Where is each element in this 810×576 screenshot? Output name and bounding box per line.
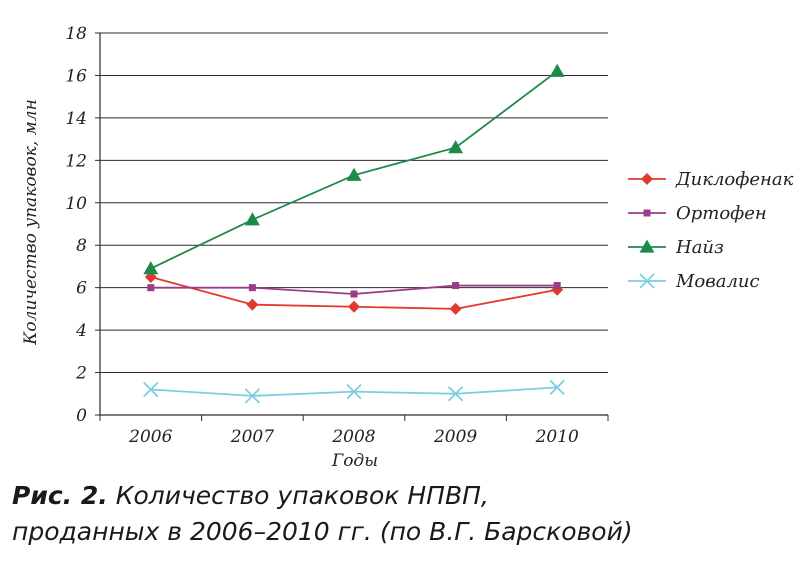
grid	[100, 32, 608, 374]
y-tick-label: 0	[76, 406, 87, 426]
legend-swatch-marker	[643, 209, 651, 217]
data-point	[449, 302, 462, 315]
data-point	[244, 212, 260, 226]
data-point	[549, 63, 565, 77]
caption-title-1: Количество упаковок НПВП,	[115, 481, 489, 510]
x-axis-title: Годы	[331, 451, 378, 471]
y-tick-label: 8	[76, 236, 87, 256]
data-point	[348, 300, 360, 313]
y-tick-label: 10	[65, 194, 87, 214]
legend-item: Мовалис	[628, 271, 760, 292]
legend-label: Мовалис	[675, 271, 760, 292]
data-point	[549, 379, 565, 396]
data-point	[143, 381, 159, 398]
series-4	[143, 379, 565, 404]
data-point	[244, 388, 261, 404]
y-tick-label: 16	[65, 66, 87, 86]
data-point	[553, 282, 561, 290]
line-chart: 0 2 4 6 8 10 12 14 16 18 2006 2007 2008 2009 2010 Дик…	[21, 24, 794, 471]
data-point	[248, 284, 256, 292]
data-point	[447, 386, 464, 402]
series-lines	[143, 63, 565, 404]
data-point	[346, 384, 362, 400]
y-axis-title: Количество упаковок, млн	[21, 99, 41, 346]
x-tick-label: 2009	[433, 427, 477, 447]
data-point	[452, 282, 460, 290]
caption-line-1: Рис. 2. Количество упаковок НПВП,	[12, 478, 792, 514]
legend-label: Найз	[675, 237, 724, 258]
y-tick-label: 14	[65, 109, 87, 129]
legend-swatch-marker	[639, 239, 655, 253]
legend-label: Диклофенак	[675, 169, 794, 190]
legend: Диклофенак Ортофен Найз Мовалис	[628, 169, 794, 292]
y-tick-labels: 0 2 4 6 8 10 12 14 16 18	[65, 24, 87, 426]
data-point	[147, 284, 155, 292]
x-tick-label: 2006	[128, 427, 172, 447]
legend-swatch-marker	[639, 273, 655, 289]
series-2	[147, 282, 561, 298]
legend-item: Ортофен	[628, 203, 767, 224]
y-tick-label: 4	[75, 321, 87, 341]
y-tick-label: 18	[65, 24, 87, 44]
data-point	[346, 167, 362, 181]
data-point	[246, 298, 259, 311]
x-tick-labels: 2006 2007 2008 2009 2010	[128, 427, 579, 447]
legend-item: Диклофенак	[628, 169, 794, 190]
caption-figure-label: Рис. 2.	[12, 481, 108, 510]
x-tick-label: 2010	[535, 427, 579, 447]
y-tick-label: 12	[65, 151, 87, 171]
legend-label: Ортофен	[676, 203, 767, 224]
axes	[95, 32, 609, 421]
x-tick-label: 2008	[331, 427, 375, 447]
series-3	[143, 63, 565, 275]
data-point	[143, 261, 159, 275]
x-tick-label: 2007	[230, 427, 274, 447]
data-point	[350, 290, 358, 298]
y-tick-label: 6	[76, 279, 87, 299]
data-point	[448, 140, 464, 154]
caption-title-2: проданных в 2006–2010 гг. (по В.Г. Барск…	[12, 517, 633, 546]
legend-swatch-marker	[641, 173, 653, 185]
legend-item: Найз	[628, 237, 724, 258]
figure-caption: Рис. 2. Количество упаковок НПВП, продан…	[12, 478, 792, 550]
y-tick-label: 2	[75, 364, 87, 384]
